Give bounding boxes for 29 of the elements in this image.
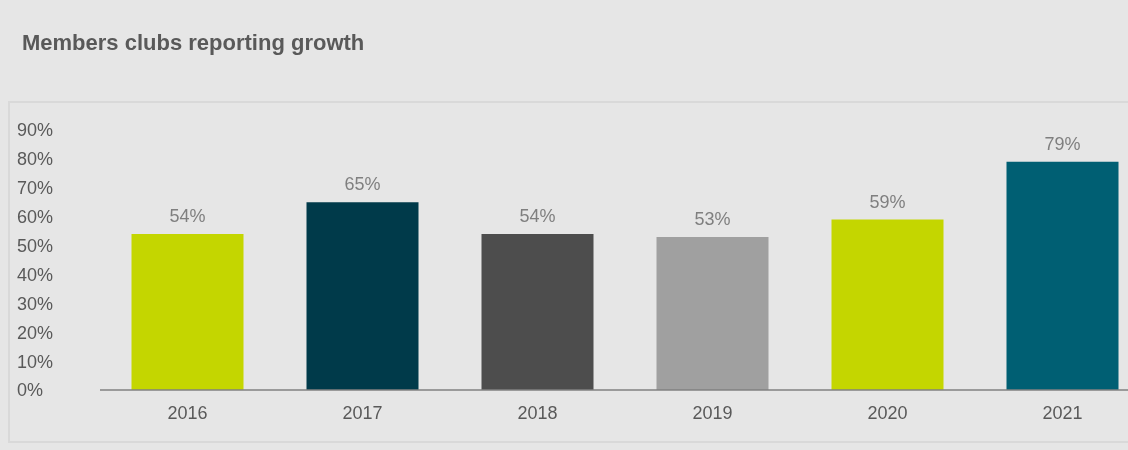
chart-title: Members clubs reporting growth: [22, 30, 365, 56]
y-tick-label: 20%: [17, 322, 54, 343]
x-tick-label: 2020: [867, 402, 908, 423]
x-tick-label: 2018: [517, 402, 558, 423]
data-label: 59%: [869, 191, 906, 212]
y-tick-label: 0%: [17, 380, 44, 401]
y-tick-label: 50%: [17, 235, 54, 256]
x-tick-label: 2019: [692, 402, 733, 423]
x-tick-label: 2017: [342, 402, 383, 423]
bar: [1006, 161, 1119, 390]
y-tick-label: 40%: [17, 264, 54, 285]
data-label: 54%: [519, 206, 556, 226]
bar: [831, 219, 944, 390]
x-tick-label: 2021: [1042, 402, 1083, 423]
y-tick-label: 80%: [17, 149, 54, 170]
y-tick-label: 70%: [17, 178, 54, 199]
data-label: 53%: [694, 208, 731, 229]
data-label: 54%: [169, 206, 206, 226]
y-tick-label: 90%: [17, 120, 54, 141]
y-tick-label: 10%: [17, 351, 54, 372]
data-label: 79%: [1044, 133, 1081, 154]
bar: [656, 236, 769, 390]
bar: [131, 234, 244, 390]
x-tick-label: 2016: [167, 402, 208, 423]
data-label: 65%: [344, 174, 381, 195]
bar: [481, 234, 594, 390]
bar: [306, 202, 419, 390]
y-tick-label: 30%: [17, 293, 54, 314]
y-tick-label: 60%: [17, 207, 54, 228]
